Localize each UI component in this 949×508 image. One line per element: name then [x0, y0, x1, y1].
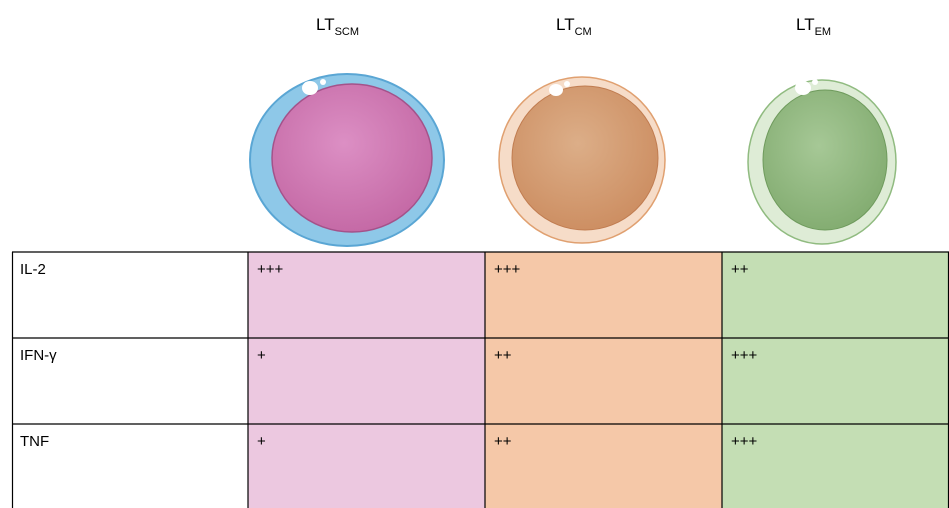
row-label: IL-2: [20, 261, 46, 278]
table-cell: +: [257, 347, 266, 364]
table: IL-2 +++ +++ ++IFN-γ + ++ +++TNF + ++ +++: [11, 251, 949, 508]
cell-scm: [249, 73, 445, 247]
column-fill: [485, 252, 722, 508]
cell-em: [747, 79, 897, 245]
header-label: LT: [556, 15, 575, 34]
column-fill: [248, 252, 485, 508]
header: LTSCM: [316, 15, 359, 38]
table-cell: +++: [257, 261, 284, 278]
header-sub: SCM: [335, 26, 359, 38]
header: LTCM: [556, 15, 592, 38]
header-label: LT: [316, 15, 335, 34]
header-label: LT: [796, 15, 815, 34]
column-headers: LTSCM LTCM LTEM: [316, 15, 831, 38]
table-cell: ++: [494, 433, 512, 450]
column-fill: [722, 252, 949, 508]
table-cell: +++: [731, 347, 758, 364]
table-cell: +++: [731, 433, 758, 450]
row-label: TNF: [20, 433, 49, 450]
table-cell: +: [257, 433, 266, 450]
table-cell: ++: [731, 261, 749, 278]
cell-cm: [498, 76, 666, 244]
table-cell: +++: [494, 261, 521, 278]
label-column: [12, 252, 248, 508]
table-cell: ++: [494, 347, 512, 364]
header-sub: CM: [575, 26, 592, 38]
header-sub: EM: [815, 26, 832, 38]
row-label: IFN-γ: [20, 347, 57, 364]
header: LTEM: [796, 15, 831, 38]
